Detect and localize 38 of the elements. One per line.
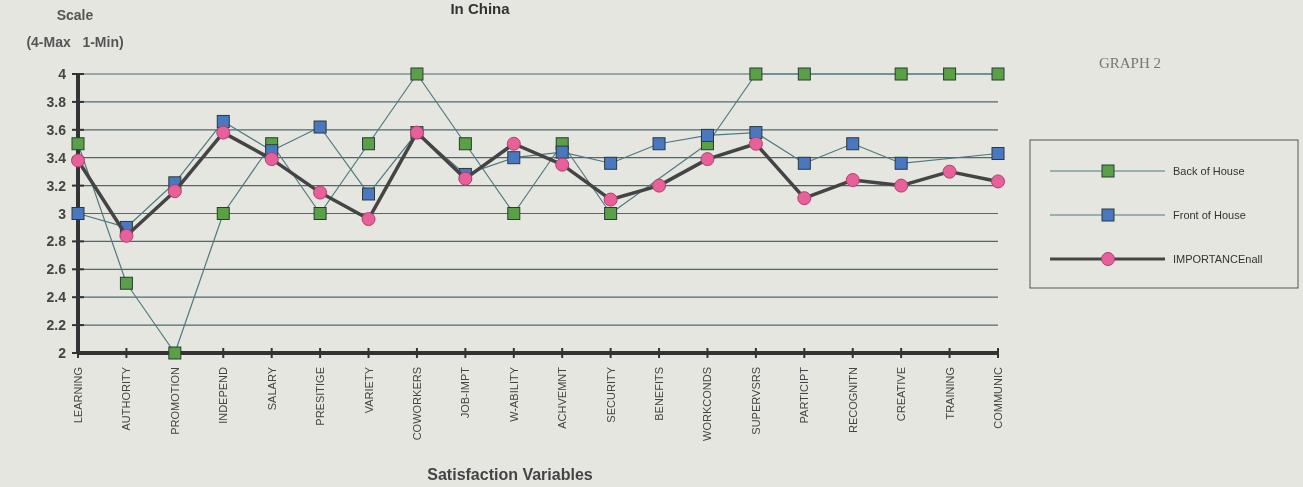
x-tick-label: COWORKERS — [410, 367, 423, 441]
y-tick-label: 2.4 — [46, 289, 67, 306]
text: Front of House — [1173, 209, 1246, 221]
text: IMPORTANCEnall — [1173, 253, 1263, 265]
caption: GRAPH 2 — [1098, 55, 1162, 71]
y-tick-label: 3.4 — [46, 149, 67, 166]
chart-title: In China — [450, 0, 511, 17]
x-tick-label: PARTICIPT — [798, 366, 811, 424]
x-tick-label: COMMUNIC — [992, 366, 1004, 429]
x-tick-label: ACHVEMNT — [556, 366, 569, 429]
x-tick-label: AUTHORITY — [120, 366, 133, 431]
y-tick-label: 2.2 — [46, 317, 67, 334]
x-tick-label: VARIETY — [362, 366, 375, 414]
y-tick-label: 3.6 — [46, 121, 67, 138]
y-tick-label: 4 — [58, 66, 67, 82]
x-axis-title: Satisfaction Variables — [427, 466, 593, 483]
x-tick-label: JOB-IMPT — [459, 366, 472, 419]
y-tick-label: 3 — [58, 205, 67, 222]
x-tick-label: CREATIVE — [895, 367, 908, 422]
text: Back of House — [1173, 165, 1245, 177]
x-tick-label: LEARNING — [72, 367, 84, 424]
y-tick-label: 2.8 — [46, 233, 67, 250]
x-tick-label: PRESITIGE — [314, 367, 327, 426]
x-tick-label: SUPERVSRS — [749, 367, 762, 435]
x-tick-label: TRAINING — [943, 367, 956, 420]
x-tick-label: RECOGNITN — [846, 366, 859, 433]
y-tick-label: 2.6 — [46, 261, 67, 278]
x-tick-label: SECURITY — [604, 366, 617, 423]
y-axis-title: Scale (4-Max 1-Min) — [26, 7, 124, 50]
x-tick-label: BENEFITS — [653, 367, 666, 421]
y-tick-label: 2 — [58, 345, 67, 361]
x-tick-label: SALARY — [265, 366, 278, 411]
y-tick-label: 3.2 — [46, 177, 67, 194]
x-tick-label: INDEPEND — [217, 366, 230, 424]
x-tick-label: WORKCONDS — [701, 367, 714, 441]
y-tick-label: 3.8 — [46, 93, 67, 110]
x-tick-label: PROMOTION — [168, 366, 181, 435]
x-tick-label: W-ABILITY — [507, 366, 520, 422]
